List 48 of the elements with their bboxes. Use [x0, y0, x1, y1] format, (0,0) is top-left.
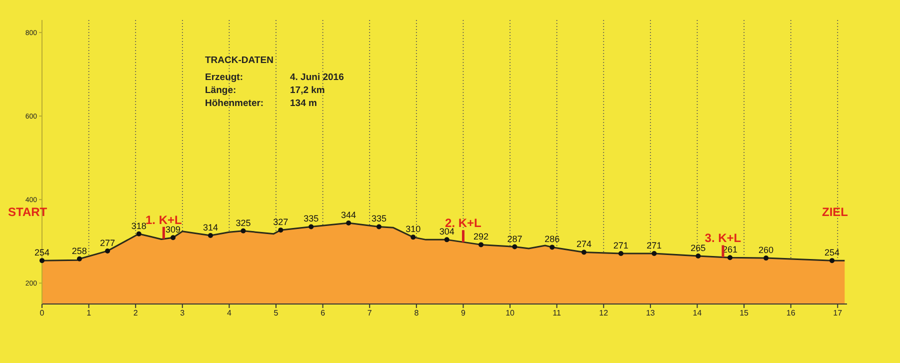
data-label: 265 — [690, 242, 706, 253]
data-label: 292 — [473, 232, 489, 242]
annotation: TRACK-DATEN — [205, 54, 274, 67]
data-label: 287 — [507, 234, 522, 244]
x-tick-label: 2 — [133, 308, 138, 318]
x-tick-label: 16 — [786, 308, 796, 318]
data-label: 327 — [273, 217, 288, 228]
x-tick-label: 10 — [506, 308, 516, 318]
x-tick-label: 6 — [320, 308, 326, 318]
data-label: 254 — [34, 248, 50, 258]
x-tick-label: 7 — [367, 308, 372, 318]
x-tick-label: 15 — [740, 308, 750, 318]
x-tick-label: 14 — [692, 308, 702, 318]
data-label: 309 — [166, 224, 181, 235]
data-label: 325 — [236, 218, 251, 228]
data-label: 258 — [72, 246, 87, 256]
x-tick-label: 9 — [460, 308, 466, 318]
x-tick-label: 1 — [86, 308, 92, 318]
data-label: 286 — [544, 234, 560, 244]
data-label: 335 — [371, 214, 386, 224]
x-tick-label: 3 — [180, 308, 186, 318]
annotation: START — [8, 205, 48, 219]
data-label: 274 — [576, 239, 592, 250]
data-label: 271 — [613, 240, 628, 250]
data-label: 318 — [131, 220, 146, 231]
data-label: 271 — [646, 240, 662, 250]
x-tick-label: 13 — [646, 308, 656, 318]
x-tick-label: 12 — [599, 308, 609, 318]
text: Länge: 17,2 km — [205, 85, 325, 96]
x-tick-label: 8 — [414, 308, 420, 318]
data-label: 314 — [202, 222, 218, 233]
data-label: 310 — [406, 224, 421, 234]
data-label: 260 — [758, 245, 774, 256]
annotation: ZIEL — [822, 205, 848, 219]
annotation: 3. K+L — [704, 231, 742, 246]
data-label: 254 — [824, 248, 840, 258]
data-label: 304 — [439, 226, 454, 237]
data-label: 335 — [304, 214, 319, 224]
text: Erzeugt: 4. Juni 2016 — [205, 72, 344, 83]
x-tick-label: 17 — [833, 308, 843, 318]
x-tick-label: 4 — [226, 308, 232, 318]
annotation: 1. K+L — [146, 212, 182, 227]
x-tick-label: 0 — [40, 308, 45, 318]
data-label: 277 — [100, 238, 116, 248]
x-tick-label: 11 — [552, 308, 562, 318]
data-label: 344 — [341, 210, 356, 220]
text: Höhenmeter: 134 m — [205, 98, 317, 109]
x-tick-label: 5 — [274, 308, 279, 318]
